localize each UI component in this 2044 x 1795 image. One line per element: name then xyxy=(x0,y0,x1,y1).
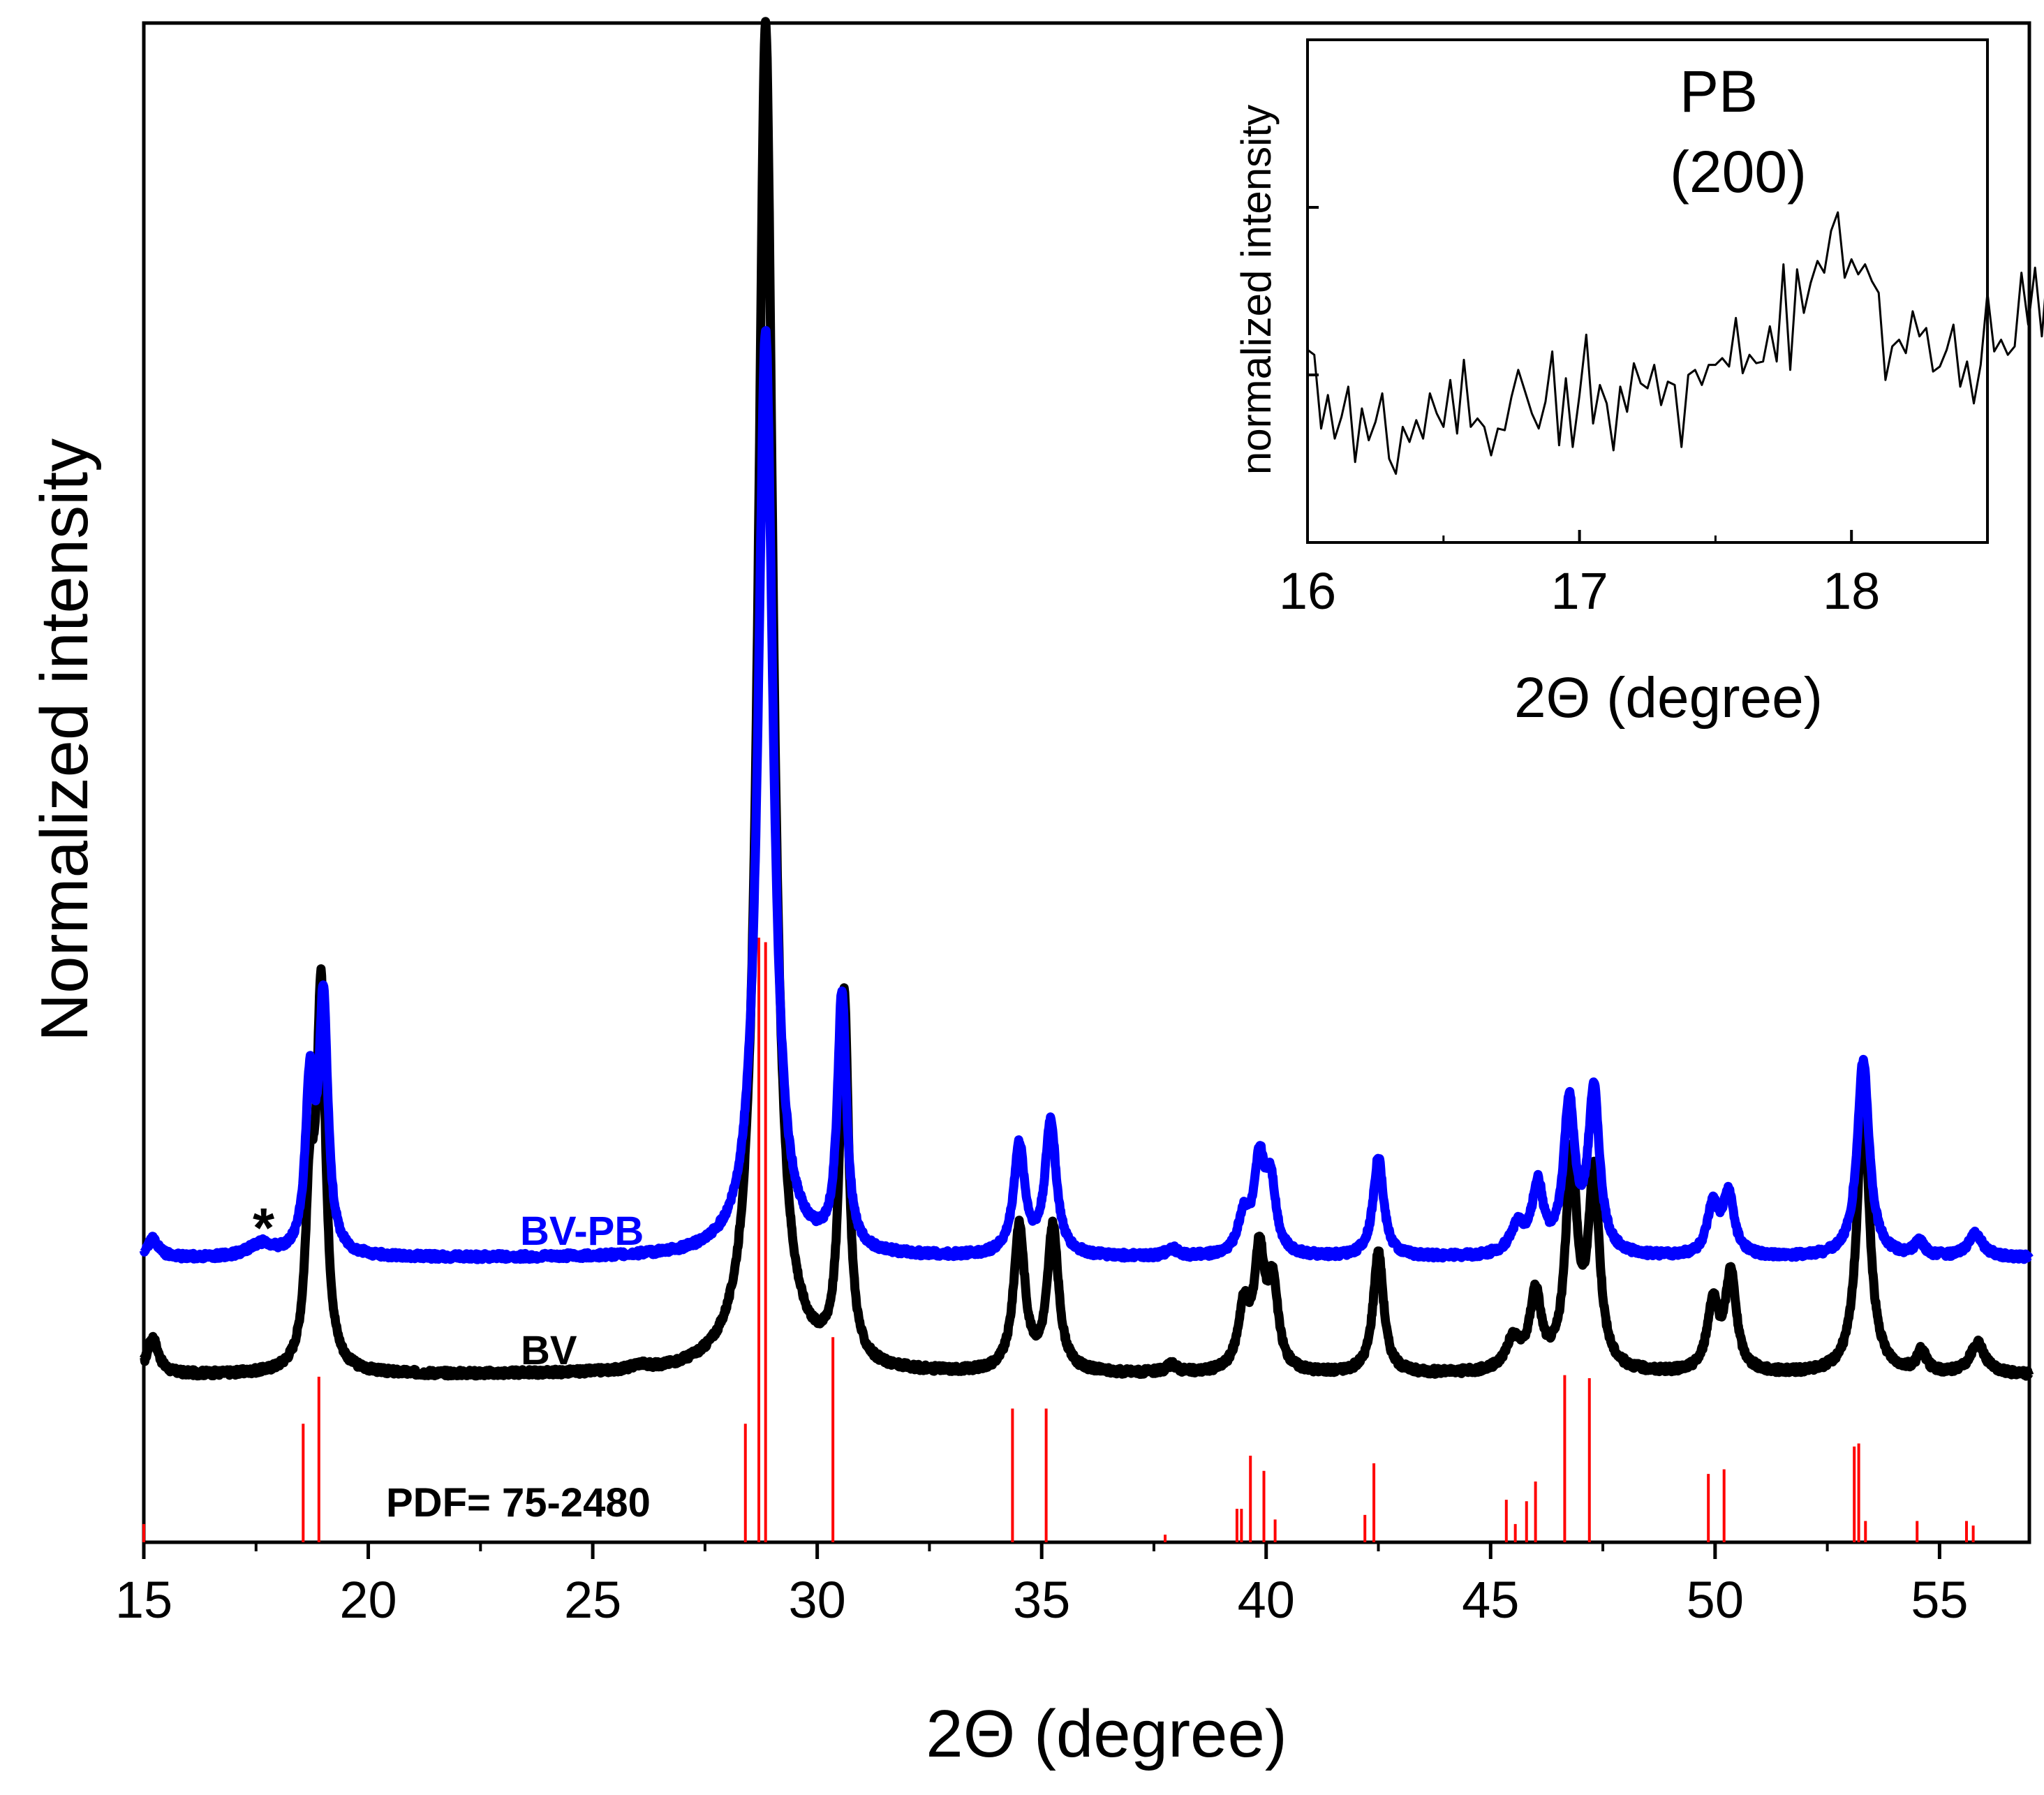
x-tick-label: 45 xyxy=(1462,1571,1519,1629)
series-label-bv-pb: BV-PB xyxy=(520,1209,644,1254)
inset-x-tick-labels: 16 17 18 xyxy=(1279,562,1881,620)
series-label-bv: BV xyxy=(521,1328,577,1373)
x-tick-label: 20 xyxy=(339,1571,397,1629)
series-label-pdf: PDF= 75-2480 xyxy=(386,1480,651,1526)
main-y-axis-title: Normalized intensity xyxy=(27,438,102,1042)
series-line-bv-pb xyxy=(139,326,2034,1264)
inset-annotation-200: (200) xyxy=(1670,139,1807,205)
x-tick-label: 35 xyxy=(1013,1571,1070,1629)
series-line-bv xyxy=(140,17,2034,1381)
inset-x-tick-label: 18 xyxy=(1823,562,1880,620)
inset-x-tick-label: 17 xyxy=(1550,562,1608,620)
inset-y-axis-title: normalized intensity xyxy=(1233,105,1280,475)
x-tick-label: 25 xyxy=(564,1571,621,1629)
x-tick-label: 55 xyxy=(1911,1571,1968,1629)
x-tick-label: 40 xyxy=(1238,1571,1295,1629)
inset-x-tick-label: 16 xyxy=(1279,562,1336,620)
x-tick-label: 15 xyxy=(115,1571,172,1629)
main-x-ticks xyxy=(142,1542,1941,1559)
x-tick-label: 30 xyxy=(788,1571,845,1629)
main-x-tick-labels: 15 20 25 30 35 40 45 50 55 xyxy=(115,1571,1969,1629)
peak-star-annotation: * xyxy=(253,1197,275,1259)
inset-series-line xyxy=(1307,211,2044,475)
main-x-axis-title: 2Θ (degree) xyxy=(926,1697,1287,1771)
x-tick-label: 50 xyxy=(1687,1571,1744,1629)
inset-annotation-pb: PB xyxy=(1680,59,1758,124)
main-plot-frame xyxy=(142,21,2031,1544)
pdf-stick-pattern xyxy=(142,937,1975,1542)
main-plot-area xyxy=(139,17,2034,1542)
inset-x-axis-title: 2Θ (degree) xyxy=(1514,666,1823,730)
inset-plot-frame xyxy=(1306,38,1989,544)
